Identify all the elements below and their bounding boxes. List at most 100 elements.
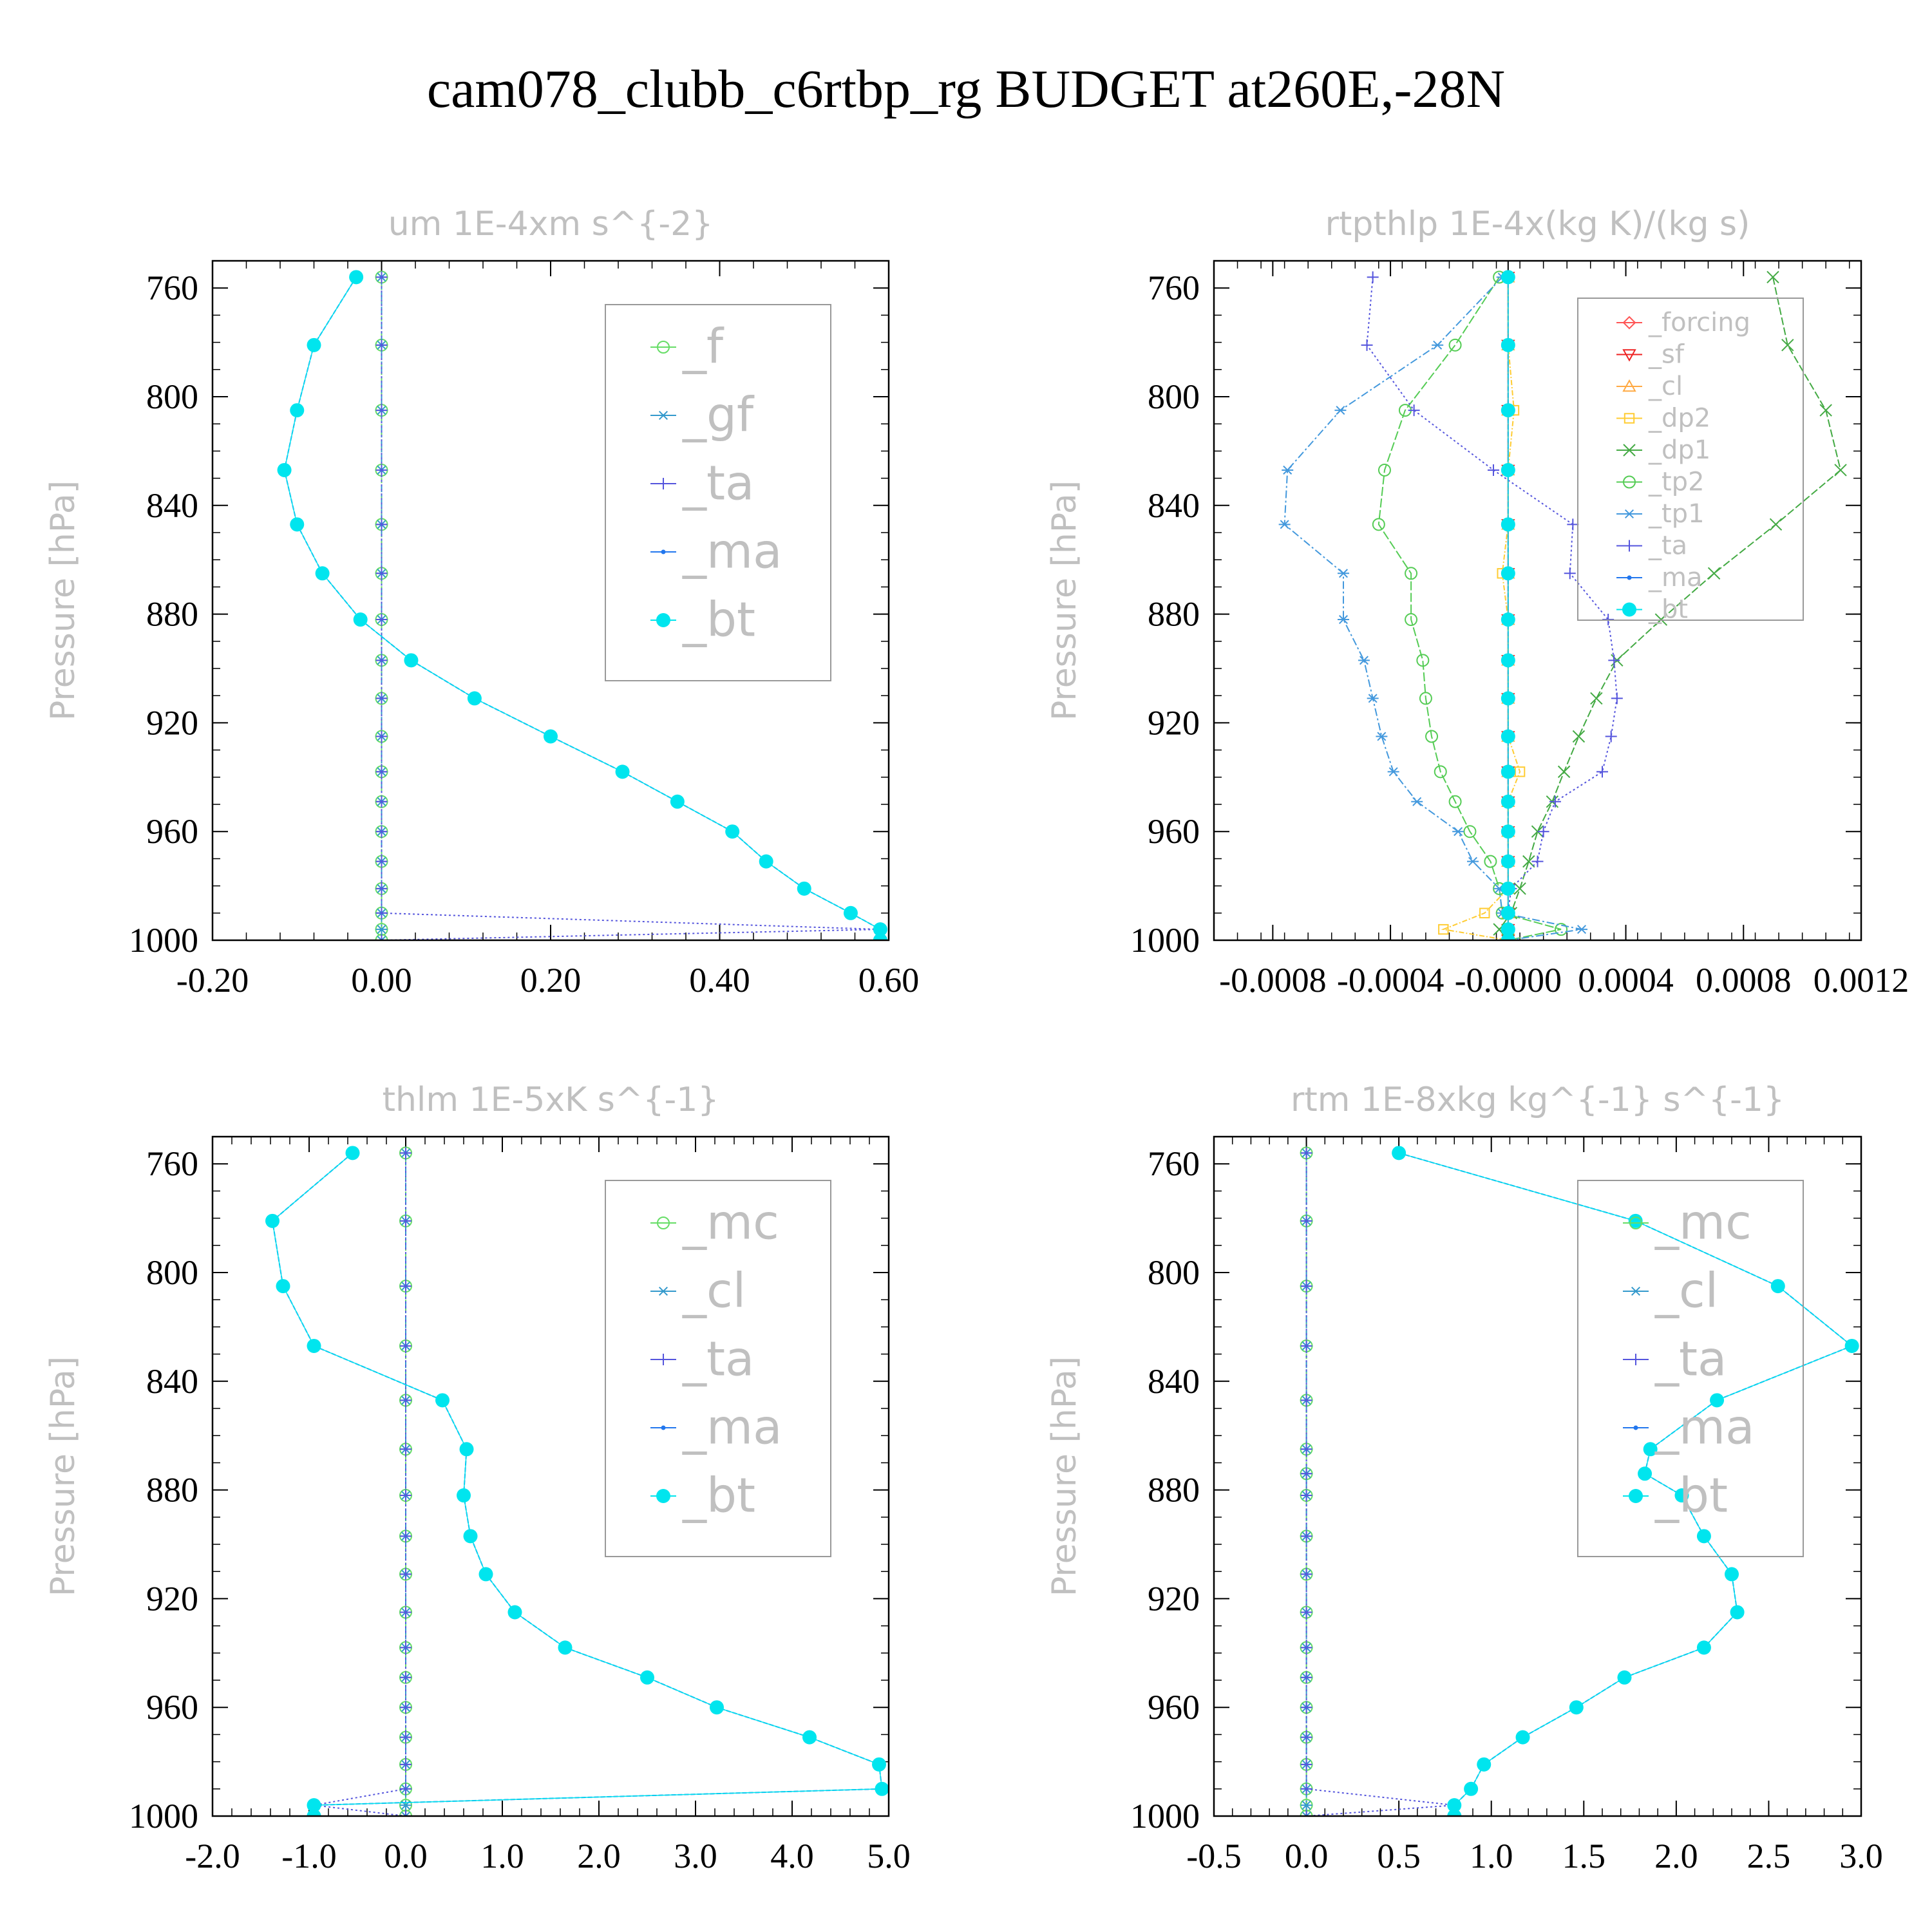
data-point bbox=[1484, 855, 1497, 868]
plot-frame bbox=[1213, 260, 1862, 942]
data-point bbox=[1730, 1605, 1745, 1620]
data-point bbox=[1300, 1731, 1312, 1743]
legend-marker bbox=[1623, 475, 1636, 489]
data-point bbox=[375, 730, 388, 743]
data-point bbox=[1300, 1811, 1312, 1816]
data-point bbox=[375, 882, 388, 895]
data-point bbox=[459, 1442, 474, 1457]
figure-title: cam078_clubb_c6rtbp_rg BUDGET at260E,-28… bbox=[426, 59, 1506, 119]
data-point bbox=[1522, 855, 1535, 868]
y-tick-label: 800 bbox=[146, 377, 198, 416]
series-line bbox=[1283, 276, 1582, 940]
data-point bbox=[1300, 1340, 1312, 1352]
data-point bbox=[1576, 925, 1588, 934]
data-point bbox=[400, 1642, 412, 1654]
data-point bbox=[1596, 766, 1608, 778]
y-tick-label: 960 bbox=[1148, 812, 1200, 851]
data-point bbox=[1487, 464, 1499, 476]
data-point bbox=[1628, 1213, 1643, 1228]
data-point bbox=[400, 1215, 412, 1227]
y-tick-label: 760 bbox=[1148, 1144, 1200, 1183]
data-point bbox=[1338, 615, 1349, 625]
plot-frame bbox=[1213, 1135, 1862, 1817]
data-point bbox=[1479, 907, 1490, 918]
legend-entry: _ta bbox=[1654, 1331, 1727, 1387]
data-point bbox=[353, 612, 368, 627]
x-tick-label: 3.0 bbox=[1839, 1837, 1883, 1875]
legend-entry: _bt bbox=[1654, 1468, 1728, 1523]
data-point bbox=[400, 1340, 412, 1352]
data-point bbox=[1464, 1781, 1479, 1796]
data-point bbox=[290, 403, 305, 418]
data-point bbox=[463, 1529, 478, 1544]
x-tick-label: -0.5 bbox=[1186, 1837, 1241, 1875]
data-point bbox=[345, 1146, 360, 1160]
legend-entry: _cl bbox=[1654, 1263, 1718, 1318]
x-tick-label: 2.0 bbox=[577, 1837, 621, 1875]
data-point bbox=[307, 1338, 321, 1353]
y-tick-label: 1000 bbox=[1130, 1797, 1200, 1835]
data-point bbox=[1501, 517, 1515, 532]
data-point bbox=[1300, 1758, 1312, 1770]
x-tick-label: -0.0004 bbox=[1337, 961, 1444, 999]
data-point bbox=[1278, 520, 1291, 529]
x-tick-label: 2.5 bbox=[1747, 1837, 1791, 1875]
data-point bbox=[375, 271, 388, 283]
data-point bbox=[1501, 905, 1515, 920]
legend-marker bbox=[1624, 413, 1635, 424]
data-point bbox=[400, 1147, 412, 1159]
data-point bbox=[1300, 1394, 1312, 1406]
data-point bbox=[670, 794, 685, 809]
series-dp2 bbox=[1438, 272, 1526, 940]
legend-entry: _ma bbox=[682, 1399, 782, 1455]
legend-box bbox=[605, 1180, 831, 1557]
legend-marker bbox=[661, 549, 666, 554]
x-tick-label: -0.20 bbox=[176, 961, 249, 999]
data-point bbox=[1432, 340, 1444, 350]
legend-marker bbox=[661, 1425, 666, 1430]
x-tick-label: 0.0008 bbox=[1696, 961, 1792, 999]
legend-entry: _ma bbox=[1654, 1399, 1754, 1455]
data-point bbox=[875, 1781, 889, 1796]
series-line bbox=[1498, 277, 1842, 940]
data-point bbox=[1696, 1529, 1711, 1544]
data-point bbox=[1411, 797, 1423, 806]
data-point bbox=[1467, 857, 1479, 866]
data-point bbox=[375, 766, 388, 778]
data-point bbox=[1448, 338, 1462, 352]
chart-panel-4: rtm 1E-8xkg kg^{-1} s^{-1} Pressure [hPa]… bbox=[1045, 1081, 1883, 1875]
series-bt bbox=[1501, 270, 1515, 940]
legend-entry: _mc bbox=[1654, 1195, 1752, 1250]
data-point bbox=[1501, 933, 1515, 940]
data-point bbox=[1452, 827, 1464, 837]
data-point bbox=[1447, 1809, 1462, 1816]
legend-marker bbox=[1630, 1354, 1642, 1365]
legend-entry: _bt bbox=[682, 592, 755, 647]
data-point bbox=[1300, 1490, 1312, 1502]
y-tick-label: 840 bbox=[146, 486, 198, 525]
data-point bbox=[1590, 692, 1603, 705]
data-point bbox=[307, 1798, 321, 1813]
data-point bbox=[1501, 922, 1515, 937]
series-line bbox=[314, 1153, 406, 1816]
series-bt bbox=[265, 1146, 889, 1816]
data-point bbox=[1300, 1783, 1312, 1795]
x-tick-label: 0.0004 bbox=[1578, 961, 1674, 999]
data-point bbox=[400, 1758, 412, 1770]
data-point bbox=[375, 567, 388, 580]
data-point bbox=[265, 1213, 279, 1228]
series-ta bbox=[375, 271, 886, 940]
series-bt bbox=[1392, 1146, 1859, 1816]
x-tick-label: 1.0 bbox=[480, 1837, 524, 1875]
data-point bbox=[1300, 1671, 1312, 1683]
data-point bbox=[435, 1393, 450, 1408]
data-point bbox=[1696, 1640, 1711, 1655]
data-point bbox=[1501, 566, 1515, 581]
data-point bbox=[1501, 854, 1515, 869]
x-tick-label: 4.0 bbox=[770, 1837, 814, 1875]
data-point bbox=[1608, 654, 1620, 667]
data-point bbox=[1564, 567, 1576, 580]
y-tick-label: 960 bbox=[146, 812, 198, 851]
data-point bbox=[1501, 270, 1515, 285]
data-point bbox=[290, 517, 305, 532]
